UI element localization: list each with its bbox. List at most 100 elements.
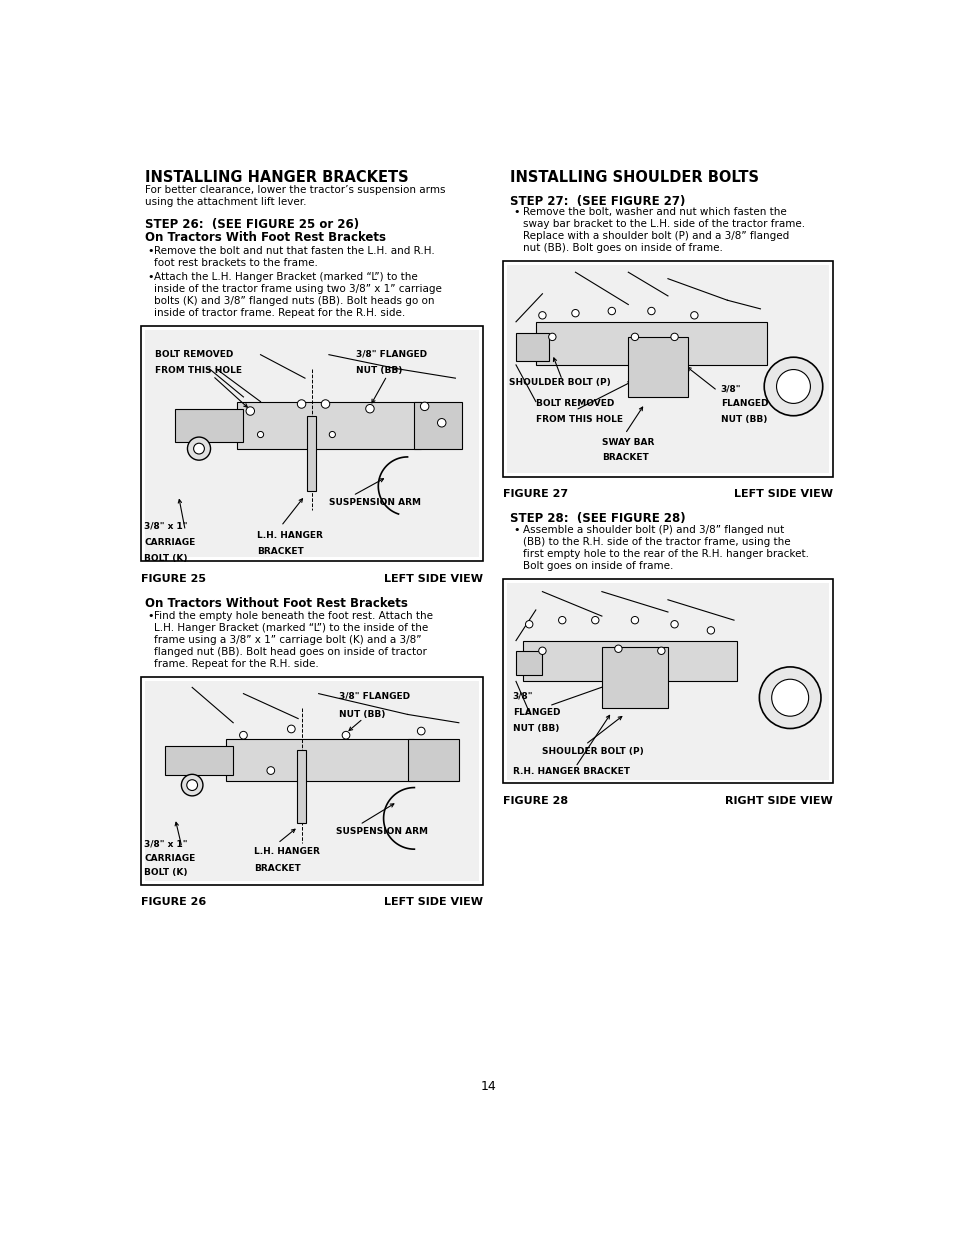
Text: nut (BB). Bolt goes on inside of frame.: nut (BB). Bolt goes on inside of frame. (522, 243, 722, 253)
Text: inside of the tractor frame using two 3/8” x 1” carriage: inside of the tractor frame using two 3/… (153, 284, 441, 294)
Text: Remove the bolt and nut that fasten the L.H. and R.H.: Remove the bolt and nut that fasten the … (153, 246, 435, 256)
Text: On Tractors Without Foot Rest Brackets: On Tractors Without Foot Rest Brackets (145, 597, 407, 610)
Bar (536, 322, 766, 364)
Bar (145, 330, 478, 557)
Text: first empty hole to the rear of the R.H. hanger bracket.: first empty hole to the rear of the R.H.… (522, 550, 808, 559)
Circle shape (548, 333, 556, 341)
Text: •: • (148, 272, 154, 283)
Circle shape (591, 616, 598, 624)
Text: INSTALLING SHOULDER BOLTS: INSTALLING SHOULDER BOLTS (510, 169, 759, 185)
Text: BRACKET: BRACKET (601, 453, 648, 462)
Circle shape (631, 333, 638, 341)
Circle shape (771, 679, 808, 716)
Text: FIGURE 26: FIGURE 26 (141, 897, 206, 908)
Text: SUSPENSION ARM: SUSPENSION ARM (329, 498, 420, 506)
Text: STEP 28:  (SEE FIGURE 28): STEP 28: (SEE FIGURE 28) (510, 513, 685, 525)
Circle shape (670, 620, 678, 627)
Text: inside of tractor frame. Repeat for the R.H. side.: inside of tractor frame. Repeat for the … (153, 308, 405, 319)
Circle shape (297, 400, 306, 409)
Text: CARRIAGE: CARRIAGE (144, 538, 195, 547)
Text: LEFT SIDE VIEW: LEFT SIDE VIEW (734, 489, 832, 499)
Text: •: • (513, 525, 519, 535)
Circle shape (538, 647, 545, 655)
Circle shape (776, 369, 809, 404)
Text: frame using a 3/8” x 1” carriage bolt (K) and a 3/8”: frame using a 3/8” x 1” carriage bolt (K… (153, 635, 421, 645)
Bar (516, 651, 542, 676)
Text: SWAY BAR: SWAY BAR (601, 438, 654, 447)
Text: 3/8" x 1": 3/8" x 1" (144, 839, 188, 848)
Text: L.H. HANGER: L.H. HANGER (253, 847, 319, 857)
Circle shape (417, 727, 425, 735)
Bar (628, 337, 687, 398)
Bar (506, 583, 828, 779)
Text: SUSPENSION ARM: SUSPENSION ARM (335, 826, 427, 836)
Circle shape (571, 310, 578, 317)
Circle shape (365, 404, 374, 412)
Circle shape (525, 620, 533, 627)
Text: bolts (K) and 3/8” flanged nuts (BB). Bolt heads go on: bolts (K) and 3/8” flanged nuts (BB). Bo… (153, 296, 434, 306)
Text: NUT (BB): NUT (BB) (720, 415, 766, 424)
Bar (502, 579, 832, 783)
Circle shape (187, 437, 211, 461)
Circle shape (181, 774, 203, 795)
Text: SHOULDER BOLT (P): SHOULDER BOLT (P) (509, 378, 611, 387)
Text: BOLT REMOVED: BOLT REMOVED (536, 399, 614, 409)
Text: FIGURE 25: FIGURE 25 (141, 574, 206, 584)
Text: Bolt goes on inside of frame.: Bolt goes on inside of frame. (522, 561, 673, 571)
Text: NUT (BB): NUT (BB) (355, 367, 402, 375)
Text: 3/8" FLANGED: 3/8" FLANGED (339, 692, 410, 700)
Circle shape (614, 645, 621, 652)
Text: RIGHT SIDE VIEW: RIGHT SIDE VIEW (724, 795, 832, 805)
Text: •: • (148, 246, 154, 256)
Bar (516, 332, 549, 361)
Bar (175, 409, 243, 442)
Circle shape (321, 400, 330, 409)
Text: sway bar bracket to the L.H. side of the tractor frame.: sway bar bracket to the L.H. side of the… (522, 219, 804, 230)
Circle shape (558, 616, 565, 624)
Text: On Tractors With Foot Rest Brackets: On Tractors With Foot Rest Brackets (145, 231, 385, 245)
Text: BOLT REMOVED: BOLT REMOVED (154, 350, 233, 359)
Circle shape (267, 767, 274, 774)
Text: 14: 14 (480, 1079, 497, 1093)
Text: BRACKET: BRACKET (257, 547, 304, 556)
Circle shape (763, 357, 821, 416)
Text: •: • (148, 611, 154, 621)
Text: FROM THIS HOLE: FROM THIS HOLE (154, 367, 241, 375)
Text: 3/8": 3/8" (720, 384, 740, 393)
Text: INSTALLING HANGER BRACKETS: INSTALLING HANGER BRACKETS (145, 169, 408, 185)
Text: 3/8" x 1": 3/8" x 1" (144, 521, 188, 530)
Text: NUT (BB): NUT (BB) (339, 710, 385, 719)
Text: L.H. Hanger Bracket (marked “L”) to the inside of the: L.H. Hanger Bracket (marked “L”) to the … (153, 622, 428, 632)
Bar (145, 680, 478, 881)
Circle shape (187, 779, 197, 790)
Circle shape (647, 308, 655, 315)
Text: •: • (513, 207, 519, 217)
Circle shape (607, 308, 615, 315)
Bar (407, 740, 458, 781)
Bar (226, 740, 414, 781)
Text: FLANGED: FLANGED (720, 399, 767, 409)
Text: Remove the bolt, washer and nut which fasten the: Remove the bolt, washer and nut which fa… (522, 207, 785, 217)
Text: foot rest brackets to the frame.: foot rest brackets to the frame. (153, 258, 317, 268)
Circle shape (670, 333, 678, 341)
Text: STEP 26:  (SEE FIGURE 25 or 26): STEP 26: (SEE FIGURE 25 or 26) (145, 219, 358, 231)
Text: (BB) to the R.H. side of the tractor frame, using the: (BB) to the R.H. side of the tractor fra… (522, 537, 790, 547)
Circle shape (342, 731, 350, 739)
Text: SHOULDER BOLT (P): SHOULDER BOLT (P) (542, 747, 643, 756)
Bar (141, 677, 482, 885)
Circle shape (437, 419, 445, 427)
Circle shape (239, 731, 247, 739)
Circle shape (538, 311, 545, 319)
Bar (522, 641, 737, 682)
Bar (414, 401, 462, 448)
Circle shape (420, 403, 429, 410)
Text: using the attachment lift lever.: using the attachment lift lever. (145, 198, 306, 207)
Text: FROM THIS HOLE: FROM THIS HOLE (536, 415, 622, 424)
Text: LEFT SIDE VIEW: LEFT SIDE VIEW (383, 897, 482, 908)
Text: BOLT (K): BOLT (K) (144, 868, 188, 877)
Text: LEFT SIDE VIEW: LEFT SIDE VIEW (383, 574, 482, 584)
Circle shape (759, 667, 821, 729)
Text: L.H. HANGER: L.H. HANGER (257, 531, 323, 540)
Bar (141, 326, 482, 562)
Text: For better clearance, lower the tractor’s suspension arms: For better clearance, lower the tractor’… (145, 185, 445, 195)
